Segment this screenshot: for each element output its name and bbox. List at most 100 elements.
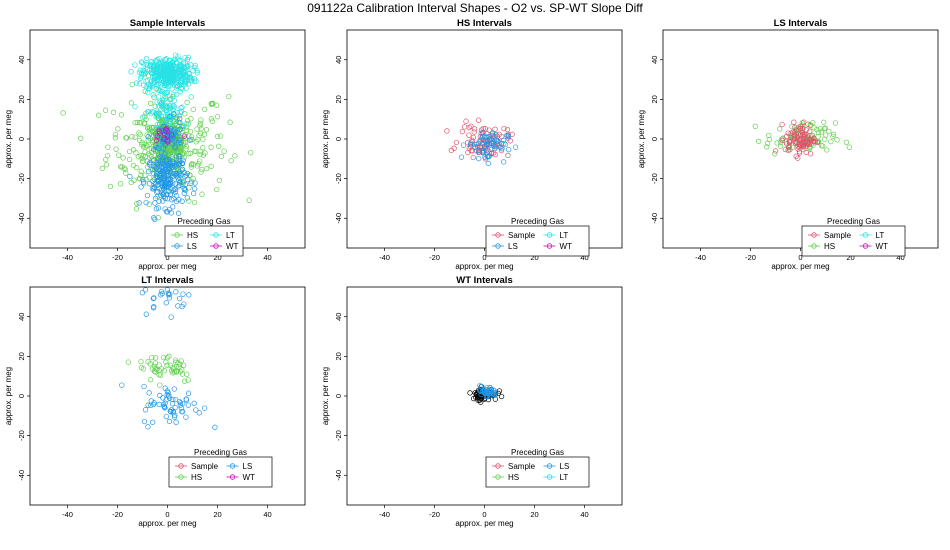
point-ls bbox=[146, 168, 152, 175]
point-ls bbox=[176, 295, 183, 302]
point-hs bbox=[184, 99, 190, 106]
point-ls bbox=[485, 142, 491, 148]
point-ls bbox=[181, 190, 187, 196]
point-wt bbox=[181, 133, 188, 139]
point-lt bbox=[174, 91, 180, 98]
point-ls bbox=[173, 193, 180, 199]
point-lt bbox=[177, 109, 183, 115]
point-sample bbox=[794, 134, 800, 140]
point-hs bbox=[182, 111, 188, 117]
point-hs bbox=[179, 367, 185, 373]
point-ls bbox=[164, 156, 171, 163]
point-black bbox=[498, 393, 505, 400]
y-tick-label: 0 bbox=[17, 394, 26, 398]
point-hs bbox=[191, 199, 198, 206]
point-ls bbox=[491, 133, 497, 139]
x-tick-label: -40 bbox=[695, 253, 706, 262]
point-ls bbox=[166, 188, 172, 194]
point-hs bbox=[102, 107, 109, 113]
point-hs bbox=[194, 126, 200, 132]
point-hs bbox=[151, 124, 157, 131]
point-ls bbox=[153, 144, 160, 151]
point-hs bbox=[190, 175, 196, 182]
point-hs bbox=[185, 118, 191, 124]
point-ls bbox=[146, 390, 152, 396]
point-ls bbox=[157, 392, 163, 399]
point-ls bbox=[165, 172, 171, 179]
point-ls bbox=[156, 198, 162, 204]
point-hs bbox=[826, 128, 832, 135]
point-sample bbox=[448, 147, 454, 153]
point-lt bbox=[156, 94, 162, 100]
point-hs bbox=[186, 185, 192, 191]
point-hs bbox=[142, 113, 148, 120]
point-hs bbox=[185, 121, 191, 127]
point-ls bbox=[140, 179, 147, 185]
point-lt bbox=[186, 71, 192, 77]
point-ls bbox=[151, 295, 157, 301]
point-ls bbox=[182, 173, 188, 180]
panel-title: LS Intervals bbox=[774, 18, 828, 29]
x-tick-label: 40 bbox=[896, 253, 904, 262]
point-ls bbox=[164, 391, 170, 398]
point-hs bbox=[764, 140, 771, 146]
point-hs bbox=[180, 132, 186, 138]
point-ls bbox=[158, 292, 164, 298]
x-tick-label: -20 bbox=[112, 253, 123, 262]
point-hs bbox=[197, 123, 203, 129]
point-sample bbox=[486, 127, 492, 133]
point-lt bbox=[188, 94, 194, 100]
point-hs bbox=[198, 169, 204, 175]
point-lt bbox=[172, 66, 178, 72]
point-hs bbox=[199, 166, 205, 173]
point-hs bbox=[789, 123, 795, 130]
point-sample bbox=[470, 134, 477, 141]
point-hs bbox=[183, 146, 189, 152]
x-tick-label: -20 bbox=[429, 253, 440, 262]
point-sample bbox=[504, 126, 511, 133]
legend-entry: LS bbox=[508, 242, 518, 251]
point-hs bbox=[186, 198, 192, 204]
legend-entry: Sample bbox=[191, 462, 219, 471]
point-hs bbox=[168, 368, 175, 374]
point-ls bbox=[170, 158, 176, 165]
x-tick-label: -20 bbox=[745, 253, 756, 262]
point-sample bbox=[461, 124, 468, 130]
point-lt bbox=[146, 81, 152, 88]
point-ls bbox=[476, 155, 482, 162]
point-ls bbox=[139, 290, 146, 296]
point-ls bbox=[179, 303, 185, 310]
point-hs bbox=[115, 126, 121, 132]
point-ls bbox=[177, 119, 183, 126]
point-hs bbox=[122, 166, 128, 173]
point-hs bbox=[164, 362, 170, 368]
point-ls bbox=[191, 400, 197, 406]
point-ls bbox=[147, 162, 153, 168]
legend-marker bbox=[811, 232, 817, 238]
point-hs bbox=[150, 158, 156, 164]
point-ls bbox=[173, 198, 180, 205]
point-ls bbox=[175, 303, 181, 309]
point-hs bbox=[129, 81, 135, 88]
point-sample bbox=[463, 118, 469, 124]
point-hs bbox=[164, 355, 170, 361]
point-hs bbox=[203, 127, 210, 133]
y-tick-label: -40 bbox=[650, 213, 659, 224]
legend-box bbox=[164, 225, 244, 257]
point-sample bbox=[795, 155, 801, 161]
point-ls bbox=[159, 290, 165, 297]
point-lt bbox=[141, 61, 147, 67]
point-ls bbox=[152, 216, 158, 222]
point-ls bbox=[186, 292, 192, 298]
point-lt bbox=[167, 96, 173, 102]
x-tick-label: 20 bbox=[846, 253, 854, 262]
point-ls bbox=[491, 143, 498, 150]
point-ls bbox=[484, 154, 490, 160]
point-ls bbox=[168, 314, 174, 320]
point-lt bbox=[177, 57, 183, 64]
point-ls bbox=[159, 158, 166, 165]
y-tick-label: 20 bbox=[17, 352, 26, 360]
point-hs bbox=[777, 143, 784, 149]
point-ls bbox=[185, 402, 192, 408]
point-lt bbox=[155, 87, 161, 93]
